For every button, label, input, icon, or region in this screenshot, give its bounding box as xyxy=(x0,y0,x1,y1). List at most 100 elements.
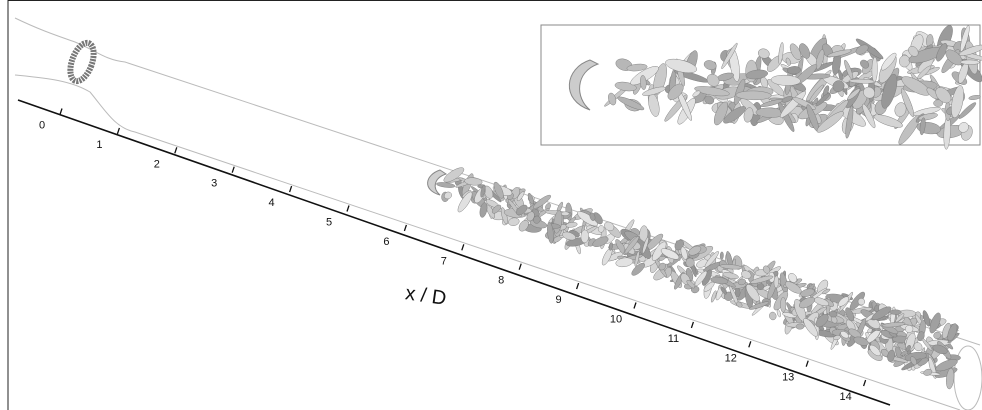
tick-mark xyxy=(518,263,522,270)
inset-blob xyxy=(855,44,869,55)
inset-blob xyxy=(881,73,898,109)
inset-blob xyxy=(667,83,684,100)
tick-label: 10 xyxy=(610,314,622,326)
tick-label: 7 xyxy=(441,255,447,267)
vortex-blob xyxy=(882,322,906,328)
vortex-blob xyxy=(921,338,933,351)
vortex-blob xyxy=(592,236,609,247)
tick-label: 11 xyxy=(668,333,679,345)
inset-blob xyxy=(960,25,970,52)
vortex-blob xyxy=(704,251,719,268)
inset-blob xyxy=(951,85,964,118)
inset-blob xyxy=(714,101,728,126)
inset-blob xyxy=(894,102,907,117)
vortex-blob xyxy=(845,307,855,322)
vortex-blob xyxy=(946,368,955,390)
inset-blob xyxy=(935,87,952,104)
vortex-blob xyxy=(680,246,688,260)
vortex-blob xyxy=(857,298,865,306)
inset-blob xyxy=(735,90,772,101)
inset-blob xyxy=(832,80,845,92)
tick-mark xyxy=(59,108,63,115)
vortex-blob xyxy=(910,356,917,366)
inset-blob xyxy=(653,63,667,96)
tick-label: 12 xyxy=(725,352,737,364)
inset-blob xyxy=(665,58,698,74)
inset-blob xyxy=(959,44,982,56)
inset-blob xyxy=(758,48,770,59)
tick-label: 2 xyxy=(154,158,160,170)
vortex-blob xyxy=(741,270,752,279)
tick-label: 6 xyxy=(383,236,389,248)
inset-blob xyxy=(626,63,648,72)
inset-blob xyxy=(781,96,793,103)
vortex-blob xyxy=(745,284,760,302)
vortex-blob xyxy=(762,265,771,274)
inset-blob xyxy=(958,102,977,119)
axis-line xyxy=(17,99,891,406)
vortex-blob xyxy=(464,177,483,186)
tick-mark xyxy=(403,224,408,232)
vortex-blob xyxy=(737,278,746,286)
vortex-blob xyxy=(642,236,649,254)
vortex-blob xyxy=(736,301,743,308)
inset-blob xyxy=(847,88,861,100)
tick-label: 5 xyxy=(326,217,332,229)
vortex-blob xyxy=(895,313,905,323)
tick-mark xyxy=(575,282,580,290)
vortex-blob xyxy=(491,204,502,214)
tick-label: 8 xyxy=(498,275,504,287)
vortex-blob xyxy=(589,212,596,221)
vortex-blob xyxy=(615,257,634,268)
vortex-blob xyxy=(871,306,892,320)
inset-blob xyxy=(743,107,754,123)
vortex-blob xyxy=(838,296,850,307)
inset-blob xyxy=(860,59,870,69)
inset-blob xyxy=(692,90,701,98)
inset-blob xyxy=(640,75,647,90)
tick-mark xyxy=(805,360,809,367)
vortex-blob xyxy=(719,251,724,260)
vortex-blob xyxy=(923,368,933,376)
tick-label: 0 xyxy=(39,120,45,132)
inset-blob xyxy=(815,49,825,70)
vortex-blob xyxy=(932,344,948,355)
vortex-blob xyxy=(533,194,551,209)
vortex-blob xyxy=(660,248,680,260)
vortex-blob xyxy=(929,312,941,334)
inset-blob xyxy=(778,42,784,65)
tube-upper-wall xyxy=(14,17,981,346)
tick-mark xyxy=(288,185,293,193)
tick-label: 3 xyxy=(211,178,217,190)
tube-lower-wall xyxy=(14,74,961,410)
tick-mark xyxy=(461,244,465,251)
inset-blob xyxy=(642,86,666,96)
inset-blob xyxy=(968,95,981,100)
inset-blob xyxy=(809,84,824,103)
vortex-blob xyxy=(516,191,525,202)
vortex-blob xyxy=(436,182,456,188)
tick-label: 13 xyxy=(782,372,794,384)
vortex-blob xyxy=(580,229,589,244)
inset-blob xyxy=(694,86,730,97)
vortex-blob xyxy=(803,318,818,337)
inset-blob xyxy=(873,114,903,128)
leading-ring xyxy=(427,169,448,196)
inset-blob xyxy=(721,42,738,69)
vortex-blob xyxy=(561,211,570,216)
tick-label: 9 xyxy=(556,294,562,306)
vortex-blob xyxy=(658,262,666,271)
vortex-blob xyxy=(685,257,695,268)
inset-blob xyxy=(917,65,932,80)
inset-blob xyxy=(630,66,659,86)
inset-blob xyxy=(919,117,926,136)
inset-blob xyxy=(787,66,801,75)
inset-blob xyxy=(845,105,854,139)
vortex-blob xyxy=(788,273,798,283)
vortex-blob xyxy=(710,276,729,285)
vortex-blob xyxy=(688,245,702,256)
inset-blob xyxy=(789,43,802,61)
inset-blob xyxy=(933,99,944,107)
vortex-blob xyxy=(592,212,603,225)
